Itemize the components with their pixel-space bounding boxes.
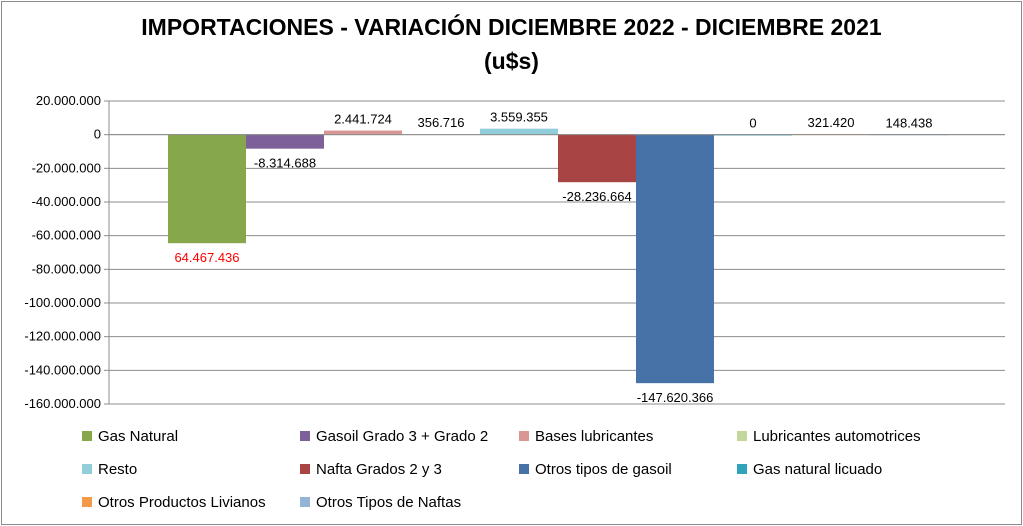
data-label-4: 356.716: [418, 115, 465, 130]
legend-label-1: Gas Natural: [98, 428, 178, 445]
y-tick-label: -140.000.000: [24, 362, 101, 377]
data-label-9: 321.420: [808, 115, 855, 130]
y-tick-label: -60.000.000: [32, 228, 101, 243]
data-label-5: 3.559.355: [490, 110, 548, 125]
legend-label-2: Gasoil Grado 3 + Grado 2: [316, 428, 488, 445]
legend-swatch-10: [300, 497, 310, 507]
y-tick-label: -40.000.000: [32, 194, 101, 209]
axes: [108, 101, 1005, 404]
bar-3: [324, 130, 402, 135]
bar-2: [246, 134, 324, 149]
chart-subtitle: (u$s): [484, 48, 539, 74]
legend-swatch-8: [737, 464, 747, 474]
data-label-3: 2.441.724: [334, 112, 392, 127]
legend-swatch-3: [519, 431, 529, 441]
legend-swatch-1: [82, 431, 92, 441]
data-label-8: 0: [749, 116, 756, 131]
legend-label-7: Otros tipos de gasoil: [535, 461, 672, 478]
legend-label-10: Otros Tipos de Naftas: [316, 494, 461, 511]
data-label-6: -28.236.664: [562, 189, 631, 204]
legend-label-4: Lubricantes automotrices: [753, 428, 921, 445]
legend-swatch-6: [300, 464, 310, 474]
y-tick-label: 20.000.000: [36, 93, 101, 108]
legend-label-3: Bases lubricantes: [535, 428, 653, 445]
data-labels: 64.467.436 -8.314.688 2.441.724 356.716 3.55…: [174, 110, 932, 405]
legend-swatch-7: [519, 464, 529, 474]
data-label-10: 148.438: [886, 115, 933, 130]
legend-swatch-9: [82, 497, 92, 507]
bars: [168, 128, 948, 384]
legend-swatch-5: [82, 464, 92, 474]
legend-label-5: Resto: [98, 461, 137, 478]
legend-label-8: Gas natural licuado: [753, 461, 882, 478]
legend-label-9: Otros Productos Livianos: [98, 494, 266, 511]
y-tick-label: -160.000.000: [24, 396, 101, 411]
chart-title: IMPORTACIONES - VARIACIÓN DICIEMBRE 2022…: [141, 14, 882, 40]
data-label-7: -147.620.366: [637, 390, 714, 405]
legend-swatch-2: [300, 431, 310, 441]
legend-swatch-4: [737, 431, 747, 441]
y-axis-ticks: 20.000.000 0 -20.000.000 -40.000.000 -60.000…: [24, 93, 101, 411]
y-tick-label: -80.000.000: [32, 261, 101, 276]
bar-6: [558, 134, 636, 183]
y-tick-label: -120.000.000: [24, 329, 101, 344]
y-tick-label: -100.000.000: [24, 295, 101, 310]
legend-label-6: Nafta Grados 2 y 3: [316, 461, 442, 478]
bar-7: [636, 134, 714, 384]
legend: Gas Natural Gasoil Grado 3 + Grado 2 Bases…: [82, 428, 921, 511]
data-label-2: -8.314.688: [254, 156, 316, 171]
y-tick-label: -20.000.000: [32, 160, 101, 175]
bar-5: [480, 128, 558, 135]
y-tick-label: 0: [94, 127, 101, 142]
bar-1: [168, 134, 246, 244]
data-label-1: 64.467.436: [174, 250, 239, 265]
